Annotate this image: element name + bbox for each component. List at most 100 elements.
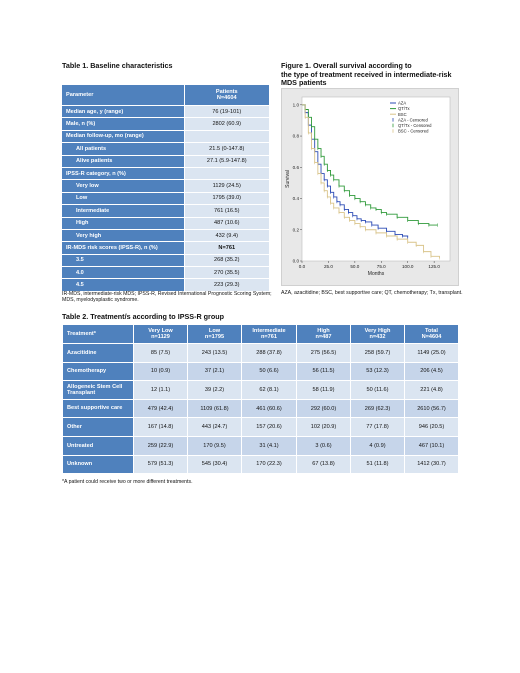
table1-row: IPSS-R category, n (%) xyxy=(62,167,269,181)
table1-row-label: Very low xyxy=(62,179,184,193)
table2-header-cell: Intermediate n=761 xyxy=(241,324,297,344)
table2-row-label: Other xyxy=(62,417,134,437)
table1-title: Table 1. Baseline characteristics xyxy=(62,61,173,70)
table1-header-parameter: Parameter xyxy=(62,85,184,106)
table1-row-label: IPSS-R category, n (%) xyxy=(62,167,184,181)
table2-row: Chemotherapy 10 (0.9) 37 (2.1) 50 (6.6) … xyxy=(62,361,459,382)
table1-row: IR-MDS risk scores (IPSS-R), n (%) N=761 xyxy=(62,241,269,255)
table1-row: Very high 432 (9.4) xyxy=(62,229,269,243)
y-axis-label: Survival xyxy=(285,170,291,188)
table1-row: Alive patients 27.1 (5.9-147.8) xyxy=(62,155,269,168)
legend-label: QT/Tx - Censored xyxy=(398,123,432,128)
table2-cell: 1109 (61.8) xyxy=(187,398,242,419)
table2-cell: 579 (51.3) xyxy=(133,454,188,475)
table2-cell: 3 (0.6) xyxy=(296,435,351,456)
table2-row: Unknown 579 (51.3) 545 (30.4) 170 (22.3)… xyxy=(62,454,459,475)
table1-row-label: Low xyxy=(62,192,184,206)
table1-row-value: N=761 xyxy=(183,241,269,255)
table2-header-treatment: Treatment* xyxy=(67,330,96,337)
table1-row: Intermediate 761 (16.5) xyxy=(62,204,269,218)
y-tick-label: 0.6 xyxy=(293,165,300,170)
table2-header-line2: n=432 xyxy=(369,334,386,340)
table2-cell: 53 (12.3) xyxy=(350,361,405,382)
table2-header-line2: n=761 xyxy=(260,334,278,340)
table2-header-line1: Low xyxy=(208,327,221,334)
table1-row-value: 761 (16.5) xyxy=(183,204,269,218)
figure1-footnote: AZA, azacitidine; BSC, best supportive c… xyxy=(281,290,463,296)
table2-row: Allogeneic Stem Cell Transplant 12 (1.1)… xyxy=(62,380,459,400)
figure1-title-line2: the type of treatment received in interm… xyxy=(281,69,452,79)
table2-cell: 275 (56.5) xyxy=(296,343,351,363)
table1-row-label: Median age, y (range) xyxy=(62,105,184,119)
legend-label: QT/Tx xyxy=(398,106,411,111)
y-tick-label: 0.8 xyxy=(293,134,300,139)
table2-cell: 31 (4.1) xyxy=(241,435,297,456)
table2-cell: 946 (20.5) xyxy=(404,417,459,437)
x-tick-label: 100.0 xyxy=(402,264,414,269)
table1-row-label: Median follow-up, mo (range) xyxy=(62,130,184,144)
table2-cell: 39 (2.2) xyxy=(187,380,242,400)
table1-row: Median age, y (range) 76 (19-101) xyxy=(62,105,269,119)
table2-header-line2: n=1129 xyxy=(151,334,170,340)
table2-header-cell: Total N=4604 xyxy=(404,324,459,344)
table2-cell: 77 (17.8) xyxy=(350,417,405,437)
table1-row-label: All patients xyxy=(62,142,184,156)
table1-row-value: 2802 (60.9) xyxy=(183,117,269,131)
table2-header-line2: n=487 xyxy=(315,334,332,340)
table2-cell: 2610 (56.7) xyxy=(404,398,459,419)
survival-chart: 0.0 0.2 0.4 0.6 0.8 1.0 0.0 25.0 50.0 75.0 100.0 12… xyxy=(285,96,451,277)
table1-row: Male, n (%) 2802 (60.9) xyxy=(62,117,269,131)
table2-row: Azacitidine 85 (7.5) 243 (13.5) 288 (37.… xyxy=(62,343,459,363)
table2-cell: 50 (11.6) xyxy=(350,380,405,400)
figure1-title-line1: Figure 1. Overall survival according to xyxy=(281,61,412,70)
table1-header-patients: Patients N=4604 xyxy=(183,85,269,106)
table2-cell: 58 (11.9) xyxy=(296,380,351,400)
table2-cell: 206 (4.5) xyxy=(404,361,459,382)
table1-row: 4.5 223 (29.3) xyxy=(62,278,269,292)
table2-cell: 56 (11.5) xyxy=(296,361,351,382)
table1-row: Low 1795 (39.0) xyxy=(62,192,269,206)
legend-label: BSC xyxy=(398,112,407,117)
table2-cell: 170 (22.3) xyxy=(241,454,297,475)
table1-row-label: Alive patients xyxy=(62,155,184,168)
table2-cell: 4 (0.9) xyxy=(350,435,405,456)
table1-row-value: 1129 (24.5) xyxy=(183,179,269,193)
baseline-characteristics-table: Parameter Patients N=4604 Median age, y (… xyxy=(62,85,269,292)
table2-header-cell: Very Low n=1129 xyxy=(133,324,188,344)
y-tick-label: 1.0 xyxy=(293,102,300,107)
table2-header-row: Treatment* Very Low n=1129 Low n=1795 Inte… xyxy=(62,324,459,344)
table2-header-line1: Total xyxy=(425,327,438,334)
table1-row: Median follow-up, mo (range) xyxy=(62,130,269,144)
table1-row-label: Intermediate xyxy=(62,204,184,218)
table2-header-line1: High xyxy=(317,327,330,334)
table1-row: Very low 1129 (24.5) xyxy=(62,179,269,193)
table2-cell: 10 (0.9) xyxy=(133,361,188,382)
table1-row: 3.5 268 (35.2) xyxy=(62,254,269,268)
table2-header-cell: High n=487 xyxy=(296,324,351,344)
table2-row: Untreated 259 (22.9) 170 (9.5) 31 (4.1) … xyxy=(62,435,459,456)
table2-cell: 62 (8.1) xyxy=(241,380,297,400)
table1-row-label: 3.5 xyxy=(62,254,184,268)
x-axis-label: Months xyxy=(368,271,385,277)
table1-row-value: 1795 (39.0) xyxy=(183,192,269,206)
table2-cell: 243 (13.5) xyxy=(187,343,242,363)
table2-cell: 259 (22.9) xyxy=(133,435,188,456)
treatment-by-ipssr-table: Treatment* Very Low n=1129 Low n=1795 Inte… xyxy=(62,324,459,475)
table2-row-label: Untreated xyxy=(62,435,134,456)
table2-header-cell: Very High n=432 xyxy=(350,324,405,344)
table2-cell: 288 (37.8) xyxy=(241,343,297,363)
qttx-series-line xyxy=(302,104,438,226)
table1-row-label: IR-MDS risk scores (IPSS-R), n (%) xyxy=(62,241,184,255)
x-tick-label: 0.0 xyxy=(299,264,306,269)
legend-label: BSC - Censored xyxy=(398,129,429,134)
table2-cell: 1412 (30.7) xyxy=(404,454,459,475)
table2-cell: 1149 (25.0) xyxy=(404,343,459,363)
table1-header-row: Parameter Patients N=4604 xyxy=(62,85,269,106)
table2-row-label: Best supportive care xyxy=(62,398,134,419)
x-tick-label: 75.0 xyxy=(377,264,386,269)
table1-row-value: 270 (35.5) xyxy=(183,266,269,280)
table2-cell: 467 (10.1) xyxy=(404,435,459,456)
table2-cell: 85 (7.5) xyxy=(133,343,188,363)
table2-cell: 51 (11.8) xyxy=(350,454,405,475)
y-tick-label: 0.2 xyxy=(293,227,300,232)
